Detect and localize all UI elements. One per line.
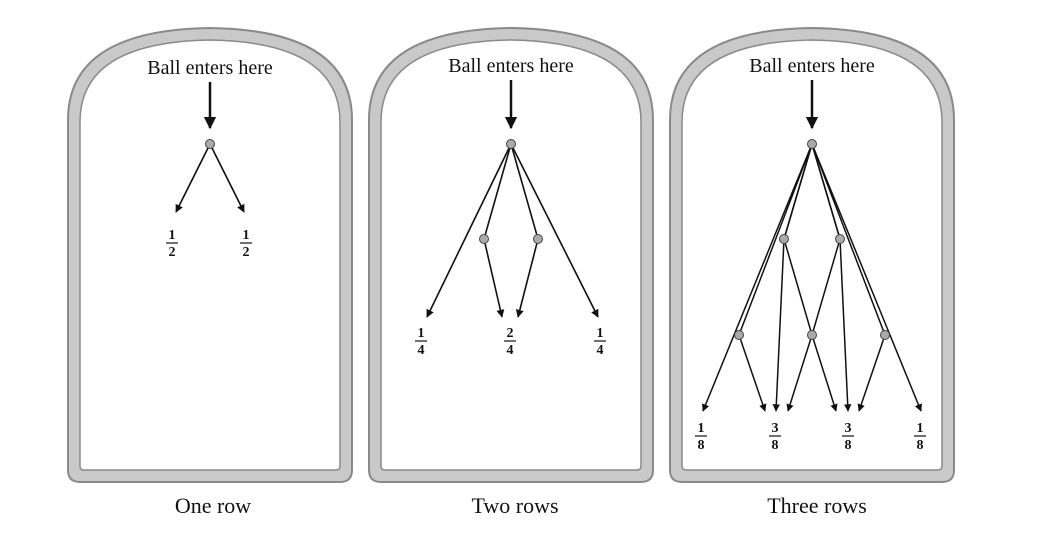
peg: [835, 234, 845, 244]
fraction-denominator: 2: [169, 245, 176, 260]
probability-fraction: 1 4: [415, 326, 427, 358]
probability-fraction: 1 8: [695, 421, 707, 453]
board-inner: [681, 39, 943, 471]
panel-caption: Two rows: [471, 493, 558, 518]
panel-two-rows: Ball enters here 1 4 2 4 1: [368, 26, 654, 518]
entry-label: Ball enters here: [448, 55, 574, 77]
peg: [779, 234, 789, 244]
fraction-denominator: 4: [507, 343, 514, 358]
panel-caption: One row: [175, 493, 251, 518]
peg: [506, 139, 516, 149]
probability-fraction: 1 8: [914, 421, 926, 453]
fraction-numerator: 1: [243, 228, 250, 243]
entry-label: Ball enters here: [147, 57, 273, 79]
path-arrow: [209, 143, 245, 213]
probability-fraction: 1 2: [240, 228, 252, 260]
path-arrow: [783, 143, 838, 412]
fraction-numerator: 3: [772, 421, 779, 436]
board-inner: [380, 39, 642, 471]
peg: [205, 139, 215, 149]
fraction-numerator: 1: [698, 421, 705, 436]
fraction-denominator: 8: [845, 438, 852, 453]
fraction-numerator: 1: [917, 421, 924, 436]
fraction-denominator: 4: [597, 343, 604, 358]
peg: [479, 234, 489, 244]
peg: [807, 139, 817, 149]
path-arrow: [175, 143, 211, 213]
panel-one-row: Ball enters here 1 2 1 2 One row: [67, 26, 353, 518]
fraction-numerator: 2: [507, 326, 514, 341]
fraction-denominator: 2: [243, 245, 250, 260]
paths: [175, 143, 245, 213]
peg: [533, 234, 543, 244]
path-arrow: [426, 143, 512, 318]
probability-fraction: 1 4: [594, 326, 606, 358]
entry-label: Ball enters here: [749, 55, 875, 77]
board-inner: [79, 39, 341, 471]
probability-fraction: 3 8: [769, 421, 781, 453]
fraction-numerator: 1: [169, 228, 176, 243]
panel-three-rows: Ball enters here 1 8 3: [669, 26, 955, 518]
outcome-probabilities: 1 8 3 8 3 8 1 8: [695, 421, 926, 453]
fraction-denominator: 4: [418, 343, 425, 358]
fraction-denominator: 8: [772, 438, 779, 453]
fraction-numerator: 1: [597, 326, 604, 341]
fraction-numerator: 1: [418, 326, 425, 341]
outcome-probabilities: 1 2 1 2: [166, 228, 252, 260]
outcome-probabilities: 1 4 2 4 1 4: [415, 326, 606, 358]
peg: [880, 330, 890, 340]
panel-caption: Three rows: [767, 493, 867, 518]
probability-fraction: 3 8: [842, 421, 854, 453]
probability-fraction: 1 2: [166, 228, 178, 260]
probability-fraction: 2 4: [504, 326, 516, 358]
fraction-denominator: 8: [917, 438, 924, 453]
path-arrow: [702, 143, 813, 412]
peg: [734, 330, 744, 340]
fraction-denominator: 8: [698, 438, 705, 453]
path-arrow: [510, 143, 599, 318]
peg: [807, 330, 817, 340]
path-arrow: [811, 143, 922, 412]
fraction-numerator: 3: [845, 421, 852, 436]
